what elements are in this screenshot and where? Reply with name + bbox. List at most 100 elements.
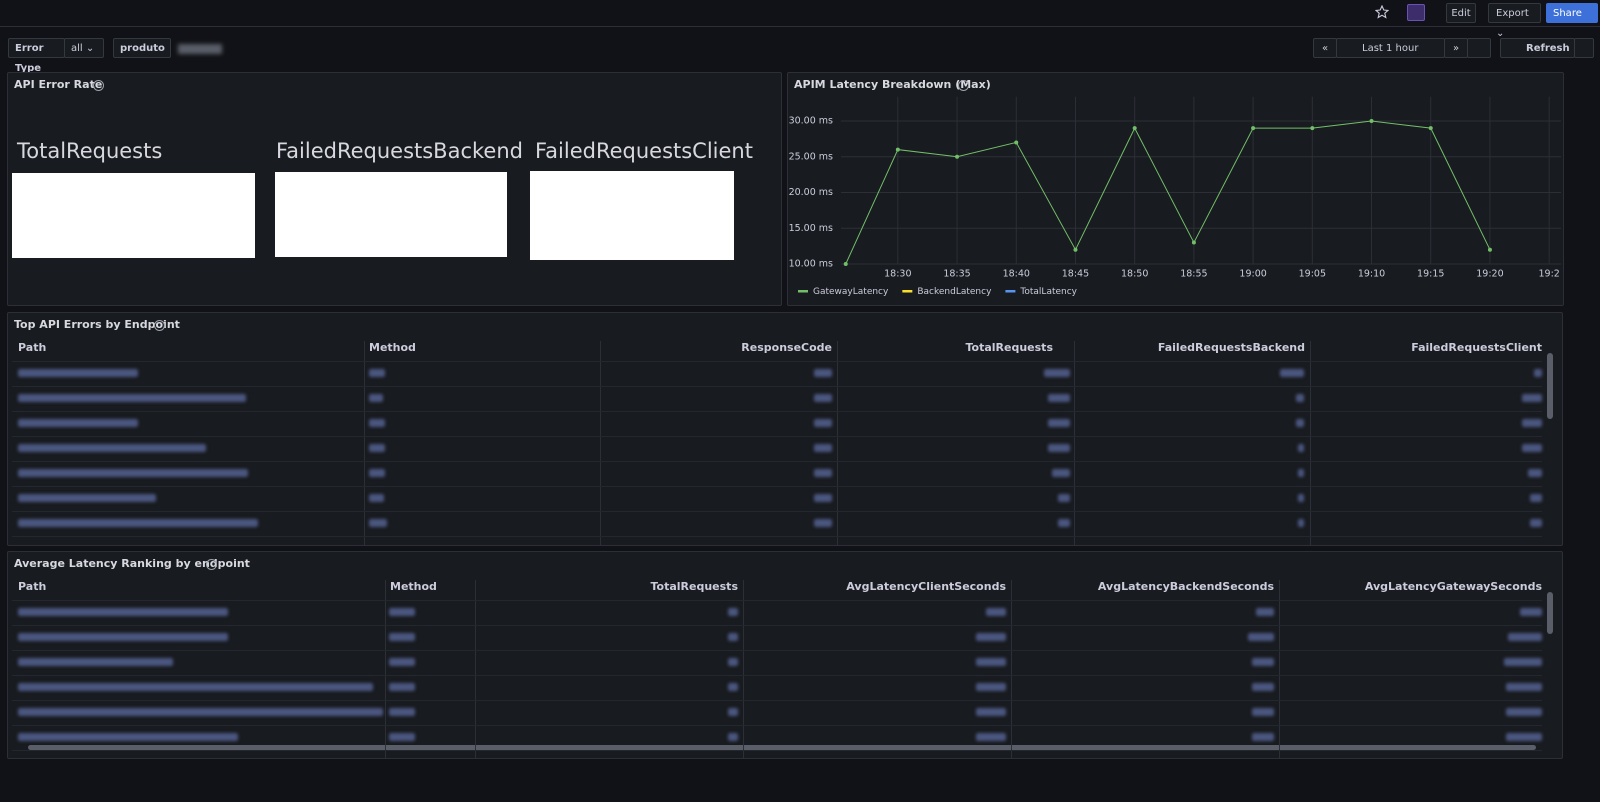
redacted-cell	[18, 708, 383, 716]
redacted-cell	[18, 444, 206, 452]
redacted-cell	[369, 394, 383, 402]
column-border	[1074, 341, 1075, 545]
redacted-cell	[1506, 683, 1542, 691]
variable-label: produto	[113, 38, 171, 58]
stat-label: FailedRequestsBackend	[276, 139, 523, 163]
data-point	[1369, 119, 1374, 123]
redacted-cell	[369, 419, 385, 427]
redacted-cell	[1522, 419, 1542, 427]
redacted-cell	[728, 708, 738, 716]
row-border	[12, 625, 1542, 626]
row-border	[12, 750, 1542, 751]
info-icon	[154, 320, 165, 331]
time-back[interactable]: «	[1313, 38, 1337, 58]
redacted-cell	[1252, 708, 1274, 716]
redacted-cell	[1252, 733, 1274, 741]
share-label: Share	[1553, 8, 1582, 19]
redacted-cell	[814, 469, 832, 477]
redacted-cell	[389, 683, 415, 691]
data-point	[1014, 140, 1019, 145]
stat-panel: API Error Rate TotalRequests FailedReque…	[7, 72, 782, 306]
column-border	[475, 580, 476, 758]
row-border	[12, 600, 1542, 601]
x-tick-label: 18:35	[943, 269, 970, 280]
redacted-cell	[1530, 494, 1542, 502]
time-range[interactable]: Last 1 hour	[1336, 38, 1445, 58]
time-forward[interactable]: »	[1444, 38, 1468, 58]
row-border	[12, 461, 1542, 462]
x-tick-label: 19:20	[1476, 269, 1503, 280]
y-tick-label: 30.00 ms	[789, 116, 833, 127]
time-range-label: Last 1 hour	[1362, 43, 1419, 54]
data-point	[895, 147, 900, 152]
legend-swatch	[1005, 290, 1016, 293]
redacted-cell	[1052, 469, 1070, 477]
column-header: AvgLatencyClientSeconds	[846, 580, 1006, 593]
x-tick-label: 18:40	[1003, 269, 1030, 280]
redacted-cell	[1520, 608, 1542, 616]
table-panel: Average Latency Ranking by endpoint Path…	[7, 551, 1563, 759]
redacted-stat	[12, 173, 255, 258]
column-header: AvgLatencyGatewaySeconds	[1364, 580, 1542, 593]
redacted-stat	[530, 171, 734, 260]
variable-select[interactable]: all ⌄	[64, 38, 104, 58]
scrollbar[interactable]	[1547, 592, 1553, 634]
share-button[interactable]: Share	[1546, 3, 1598, 23]
refresh-interval[interactable]	[1574, 38, 1594, 58]
x-tick-label: 18:30	[884, 269, 911, 280]
redacted-cell	[18, 633, 228, 641]
edit-button[interactable]: Edit	[1446, 3, 1476, 23]
y-tick-label: 20.00 ms	[789, 187, 833, 198]
redacted-cell	[18, 519, 258, 527]
export-button[interactable]: Export ⌄	[1488, 3, 1541, 39]
legend-label: TotalLatency	[1019, 287, 1077, 297]
redacted-cell	[389, 633, 415, 641]
share-link-button[interactable]	[1407, 4, 1425, 21]
y-tick-label: 25.00 ms	[789, 151, 833, 162]
redacted-cell	[814, 519, 832, 527]
column-header: FailedRequestsBackend	[1157, 341, 1305, 354]
row-border	[12, 486, 1542, 487]
column-border	[1011, 580, 1012, 758]
series-line	[845, 120, 1491, 265]
scrollbar[interactable]	[1547, 353, 1553, 419]
redacted-cell	[728, 733, 738, 741]
zoom-out[interactable]	[1467, 38, 1491, 58]
column-header: Method	[369, 341, 416, 354]
redacted-cell	[369, 469, 385, 477]
row-border	[12, 386, 1542, 387]
refresh-button[interactable]: Refresh	[1500, 38, 1575, 58]
column-border	[1310, 341, 1311, 545]
redacted-cell	[986, 608, 1006, 616]
redacted-cell	[18, 419, 138, 427]
row-border	[12, 436, 1542, 437]
redacted-cell	[1508, 633, 1542, 641]
column-header: Method	[390, 580, 437, 593]
redacted-cell	[18, 658, 173, 666]
redacted-cell	[1048, 419, 1070, 427]
info-icon	[93, 80, 104, 91]
row-border	[12, 675, 1542, 676]
data-point	[843, 262, 848, 266]
column-border	[385, 580, 386, 758]
data-point	[1191, 240, 1196, 245]
column-header: AvgLatencyBackendSeconds	[1097, 580, 1274, 593]
legend-label: BackendLatency	[917, 287, 992, 297]
star-icon[interactable]	[1375, 5, 1389, 19]
redacted-cell	[1298, 469, 1304, 477]
h-scrollbar[interactable]	[28, 745, 1536, 750]
table-panel: Top API Errors by Endpoint Path Method Res…	[7, 312, 1563, 546]
row-border	[12, 361, 1542, 362]
column-header: FailedRequestsClient	[1411, 341, 1542, 354]
redacted-cell	[1522, 394, 1542, 402]
redacted-cell	[1280, 369, 1304, 377]
redacted-cell	[1530, 519, 1542, 527]
redacted-cell	[1048, 444, 1070, 452]
panel-title: Top API Errors by Endpoint	[14, 318, 180, 331]
chart-title: APIM Latency Breakdown (Max)	[794, 78, 991, 91]
x-tick-label: 18:50	[1121, 269, 1148, 280]
redacted-cell	[814, 369, 832, 377]
redacted-cell	[18, 369, 138, 377]
redacted-cell	[369, 369, 385, 377]
redacted-cell	[1058, 519, 1070, 527]
